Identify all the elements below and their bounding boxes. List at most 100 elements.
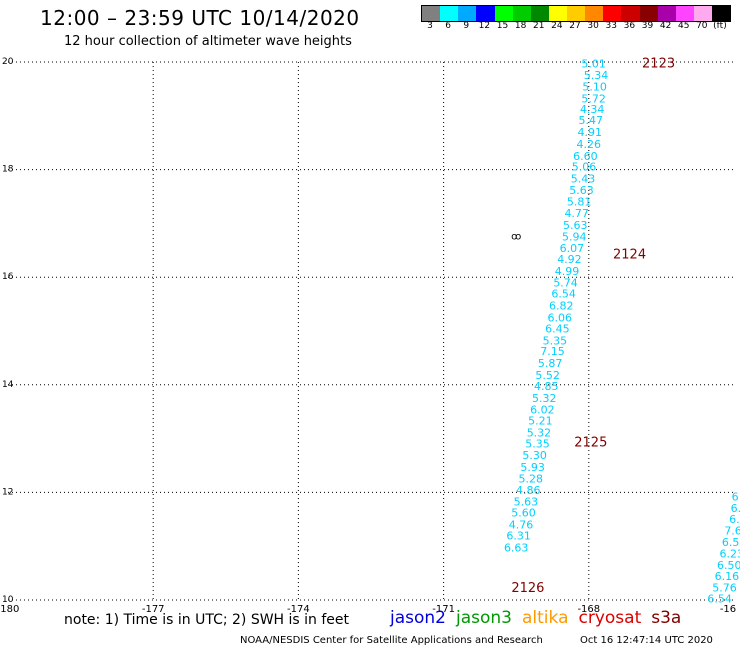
wave-height-value: 5.32 — [532, 392, 557, 405]
legend-label: 21 — [533, 21, 545, 31]
lon-tick-label: -16 — [720, 604, 736, 615]
legend-label: 6 — [445, 21, 452, 31]
wave-height-value: 5.47 — [578, 114, 603, 127]
wave-height-value: 5.63 — [514, 495, 539, 508]
legend-unit: (ft) — [713, 21, 727, 31]
legend-swatch — [458, 6, 477, 21]
legend-label: 18 — [514, 21, 527, 31]
legend-swatch — [603, 6, 622, 21]
wave-height-value: 5.87 — [538, 357, 563, 370]
wave-height-value: 6.54 — [707, 593, 732, 606]
legend-swatch — [585, 6, 604, 21]
lon-tick-label: -168 — [577, 604, 600, 615]
lat-tick-label: 12 — [2, 487, 13, 497]
wave-height-value: 5.94 — [562, 231, 587, 244]
legend-label: 3 — [427, 21, 433, 31]
legend-swatch — [675, 6, 694, 21]
wave-height-value: 5.35 — [525, 438, 550, 451]
pass-time-labels: 2123 2124 2125 2126 — [511, 56, 675, 596]
wave-height-value: 4.34 — [580, 103, 605, 116]
legend-swatch — [422, 6, 441, 21]
legend-label: 39 — [641, 21, 654, 31]
wave-height-value: 5.21 — [528, 415, 553, 428]
wave-height-value: 4.26 — [577, 138, 602, 151]
legend-swatch — [639, 6, 658, 21]
satellite-jason2: jason2 — [390, 608, 446, 628]
wave-height-value: 5.10 — [582, 81, 607, 94]
legend-label: 12 — [478, 21, 491, 31]
legend-label: 15 — [496, 21, 509, 31]
lon-tick-label: -177 — [142, 604, 165, 615]
wave-height-value: 5.30 — [522, 449, 547, 462]
lat-tick-label: 16 — [2, 272, 14, 282]
lat-tick-label: 20 — [2, 57, 14, 67]
wave-height-value: 5.93 — [520, 461, 545, 474]
satellite-jason3: jason3 — [456, 608, 512, 628]
legend-swatch — [621, 6, 640, 21]
wave-height-value: 6. — [731, 502, 740, 515]
wave-height-value: 4.76 — [509, 518, 534, 531]
legend-label: 24 — [551, 21, 563, 31]
wave-height-value: 6.50 — [722, 536, 740, 549]
legend-label: 42 — [659, 21, 672, 31]
wave-height-value: 4.77 — [564, 207, 589, 220]
map-subtitle: 12 hour collection of altimeter wave hei… — [64, 34, 352, 49]
legend-swatch — [440, 6, 459, 21]
legend-swatch — [567, 6, 586, 21]
lon-tick-label: -174 — [287, 604, 310, 615]
pass-time-label: 2124 — [613, 247, 646, 262]
legend-swatch — [548, 6, 567, 21]
wave-height-value: 5.63 — [563, 219, 588, 232]
legend-label: 9 — [463, 21, 470, 31]
altimeter-track-main: 5.015.345.105.724.345.474.914.266.605.06… — [504, 57, 608, 554]
units-note: note: 1) Time is in UTC; 2) SWH is in fe… — [64, 612, 350, 628]
satellite-cryosat: cryosat — [578, 608, 642, 628]
credit-text: NOAA/NESDIS Center for Satellite Applica… — [240, 635, 543, 646]
altimeter-track-east: 66.6.7.66.506.236.506.165.766.54 — [707, 490, 740, 605]
wave-height-value: 5.63 — [569, 184, 594, 197]
wave-height-value: 4.85 — [534, 380, 559, 393]
wave-height-value: 4.92 — [557, 253, 582, 266]
wave-height-value: 6 — [732, 490, 739, 503]
lat-tick-label: 14 — [2, 380, 14, 390]
satellite-altika: altika — [522, 608, 569, 628]
wave-height-value: 4.91 — [578, 126, 603, 139]
map-grid — [8, 61, 734, 601]
wave-height-value: 6.50 — [717, 559, 740, 572]
legend-label: 45 — [677, 21, 690, 31]
legend-label: 36 — [623, 21, 636, 31]
wave-height-value: 4.99 — [555, 265, 580, 278]
legend-swatch — [476, 6, 495, 21]
legend-swatch — [512, 6, 531, 21]
wave-height-value: 5.72 — [581, 92, 606, 105]
wave-height-value: 6.45 — [545, 323, 570, 336]
legend-swatch — [530, 6, 549, 21]
satellite-s3a: s3a — [651, 608, 682, 628]
pass-time-label: 2123 — [642, 56, 675, 71]
wave-height-value: 7.6 — [724, 524, 740, 537]
wave-height-value: 5.81 — [567, 196, 592, 209]
generated-timestamp: Oct 16 12:47:14 UTC 2020 — [580, 635, 713, 646]
wave-height-value: 6.06 — [548, 311, 573, 324]
wave-height-value: 5.01 — [581, 57, 606, 70]
wave-height-value: 6.31 — [506, 530, 531, 543]
wave-height-value: 6.16 — [715, 570, 740, 583]
lat-tick-label: 18 — [2, 165, 14, 175]
satellite-legend: jason2 jason3 altika cryosat s3a — [390, 608, 691, 628]
wave-height-value: 5.76 — [712, 581, 737, 594]
map-title: 12:00 – 23:59 UTC 10/14/2020 — [40, 6, 360, 30]
legend-swatch — [693, 6, 712, 21]
wave-height-value: 5.34 — [584, 69, 609, 82]
map-symbols: ꝏ — [511, 232, 521, 243]
wave-height-value: 6. — [729, 513, 740, 526]
wave-height-value: 4.86 — [516, 484, 541, 497]
wave-height-value: 6.23 — [719, 547, 740, 560]
color-legend-labels: 3 6 9 12 15 18 21 24 27 30 33 36 39 42 45 70 (ft) — [421, 21, 729, 35]
wave-height-value: 5.52 — [535, 369, 560, 382]
axis-tick-labels: -180 -177 -174 -171 -168 -16 20 18 16 14 12 10 — [0, 57, 736, 615]
wave-height-value: 5.32 — [527, 426, 552, 439]
wave-height-value: 5.60 — [511, 507, 536, 520]
lon-tick-label: -171 — [432, 604, 455, 615]
wave-height-value: 5.35 — [543, 334, 568, 347]
